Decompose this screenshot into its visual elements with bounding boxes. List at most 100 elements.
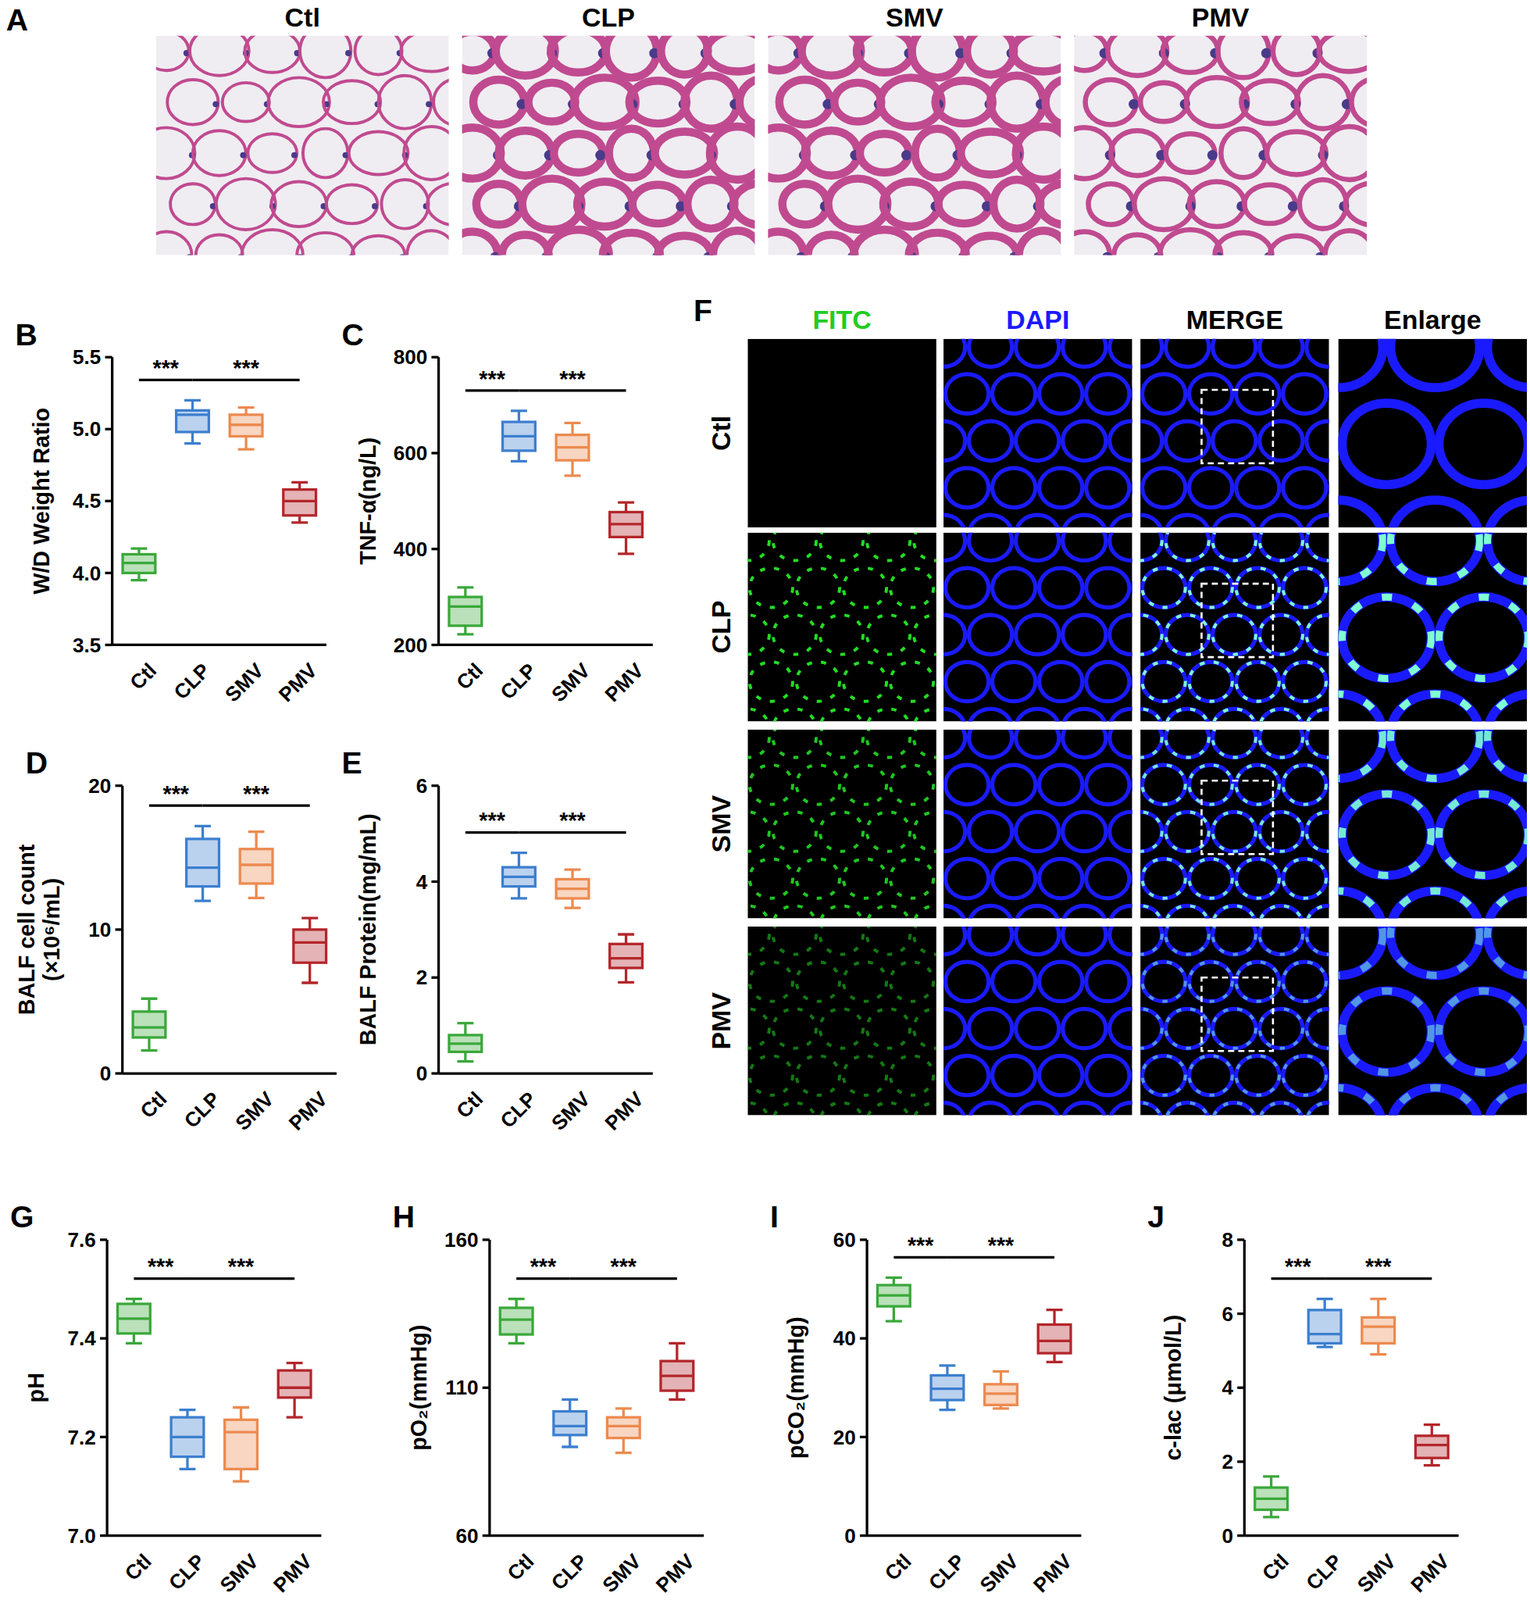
y-tick-label: 4 bbox=[416, 870, 428, 894]
nucleus bbox=[399, 253, 406, 255]
alveolar-wall bbox=[1110, 130, 1164, 175]
whisker bbox=[624, 934, 628, 944]
alveolar-wall bbox=[657, 235, 711, 256]
dapi-signal bbox=[1016, 1102, 1060, 1115]
fluorescence-image bbox=[747, 532, 937, 722]
dapi-signal bbox=[1487, 729, 1528, 779]
median bbox=[229, 423, 263, 426]
dapi-signal bbox=[1212, 420, 1256, 461]
alveolar-wall bbox=[966, 35, 1014, 75]
plot-area bbox=[122, 399, 316, 580]
fitc-signal bbox=[843, 1055, 887, 1095]
dapi-signal bbox=[1140, 514, 1163, 528]
alveolar-wall bbox=[271, 181, 327, 227]
box bbox=[553, 1411, 587, 1435]
box-chart: B3.54.04.55.05.5W/D Weight RatioCtlCLPSM… bbox=[15, 317, 327, 707]
dapi-signal bbox=[968, 905, 1012, 918]
dapi-signal bbox=[1140, 420, 1163, 461]
whisker-cap bbox=[617, 980, 635, 984]
y-tick-label: 6 bbox=[416, 773, 428, 798]
dapi-signal bbox=[945, 567, 988, 607]
dapi-signal bbox=[1016, 729, 1060, 758]
fitc-signal bbox=[1306, 614, 1330, 654]
dapi-signal bbox=[1212, 614, 1256, 654]
dapi-signal bbox=[945, 374, 988, 414]
x-tick-label: PMV bbox=[268, 1548, 318, 1598]
alveolar-wall bbox=[403, 126, 449, 180]
fitc-signal bbox=[773, 532, 817, 561]
x-tick-label: CLP bbox=[495, 658, 542, 704]
dapi-signal bbox=[1062, 532, 1106, 561]
nucleus bbox=[212, 100, 219, 107]
fluorescence-image bbox=[943, 532, 1133, 722]
y-tick bbox=[105, 499, 113, 503]
fitc-signal bbox=[796, 1055, 840, 1095]
dapi-signal bbox=[1109, 708, 1133, 721]
whisker bbox=[517, 410, 521, 422]
dapi-signal bbox=[992, 961, 1036, 1001]
whisker-cap bbox=[194, 824, 211, 828]
whisker-cap bbox=[179, 1408, 197, 1411]
row-title: CLP bbox=[706, 600, 736, 654]
dapi-signal bbox=[1390, 693, 1480, 721]
whisker-cap bbox=[561, 1444, 578, 1448]
dapi-signal bbox=[1236, 1055, 1280, 1095]
fitc-signal bbox=[890, 567, 934, 607]
alveolar-wall bbox=[804, 130, 858, 175]
median bbox=[239, 863, 273, 866]
alveolar-wall bbox=[990, 75, 1044, 129]
fitc-signal bbox=[1142, 1055, 1186, 1095]
fitc-signal bbox=[820, 729, 864, 758]
box bbox=[449, 596, 482, 626]
fitc-signal bbox=[1212, 729, 1256, 758]
fitc-signal bbox=[1337, 890, 1383, 918]
y-tick-label: 5.5 bbox=[72, 345, 101, 369]
dapi-signal bbox=[1086, 567, 1130, 607]
fitc-signal bbox=[1212, 614, 1256, 654]
median bbox=[117, 1316, 151, 1320]
fitc-signal bbox=[1166, 708, 1210, 721]
fitc-signal bbox=[820, 708, 864, 721]
dapi-signal bbox=[1306, 1102, 1330, 1115]
fitc-signal bbox=[1487, 1087, 1528, 1115]
whisker-cap bbox=[141, 1048, 158, 1052]
dapi-signal bbox=[968, 420, 1012, 461]
alveolar-wall bbox=[400, 35, 449, 72]
median bbox=[176, 413, 210, 416]
box bbox=[877, 1284, 910, 1306]
dapi-signal bbox=[1306, 614, 1330, 654]
whisker-cap bbox=[125, 1341, 143, 1345]
plot-area bbox=[1255, 1298, 1448, 1517]
dapi-signal bbox=[1439, 793, 1528, 875]
dapi-signal bbox=[1259, 338, 1303, 368]
fitc-signal bbox=[749, 858, 793, 898]
dapi-signal bbox=[1062, 811, 1106, 851]
dapi-signal bbox=[1259, 1008, 1303, 1048]
whisker-cap bbox=[130, 578, 147, 582]
y-tick bbox=[431, 1071, 439, 1074]
median bbox=[556, 445, 589, 449]
box-chart: D01020BALF cell count(×10⁶/mL)CtlCLPSMVP… bbox=[14, 745, 337, 1135]
fitc-signal bbox=[866, 708, 910, 721]
y-tick bbox=[859, 1337, 867, 1340]
dapi-signal bbox=[1259, 420, 1303, 461]
y-axis-label: pO₂(mmHg) bbox=[406, 1324, 432, 1451]
dapi-signal bbox=[992, 467, 1036, 507]
dapi-signal bbox=[1487, 890, 1528, 918]
dapi-signal bbox=[1236, 858, 1280, 898]
dapi-signal bbox=[1259, 514, 1303, 528]
dapi-signal bbox=[1166, 532, 1210, 561]
fitc-signal bbox=[1142, 764, 1186, 804]
dapi-signal bbox=[1259, 926, 1303, 955]
y-tick bbox=[115, 784, 123, 787]
box bbox=[1362, 1316, 1395, 1343]
alveolar-wall bbox=[473, 79, 525, 125]
alveolar-wall bbox=[247, 133, 297, 173]
fitc-signal bbox=[1259, 729, 1303, 758]
alveolar-wall bbox=[354, 35, 402, 75]
nucleus bbox=[239, 152, 247, 159]
whisker-cap bbox=[564, 421, 582, 425]
whisker-cap bbox=[938, 1363, 956, 1366]
dapi-signal bbox=[943, 811, 966, 851]
x-tick-label: PMV bbox=[600, 1086, 650, 1135]
